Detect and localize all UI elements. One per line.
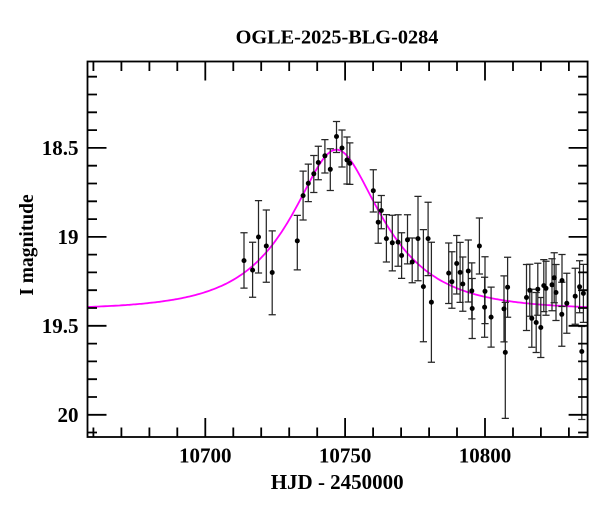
svg-text:20: 20: [58, 403, 79, 427]
svg-text:10750: 10750: [319, 444, 372, 468]
svg-text:HJD - 2450000: HJD - 2450000: [271, 470, 404, 494]
svg-text:I magnitude: I magnitude: [17, 194, 38, 296]
svg-text:19.5: 19.5: [42, 314, 79, 338]
svg-text:19: 19: [58, 225, 79, 249]
svg-text:10700: 10700: [179, 444, 232, 468]
svg-text:10800: 10800: [459, 444, 512, 468]
svg-text:OGLE-2025-BLG-0284: OGLE-2025-BLG-0284: [236, 26, 439, 48]
svg-text:18.5: 18.5: [42, 136, 79, 160]
